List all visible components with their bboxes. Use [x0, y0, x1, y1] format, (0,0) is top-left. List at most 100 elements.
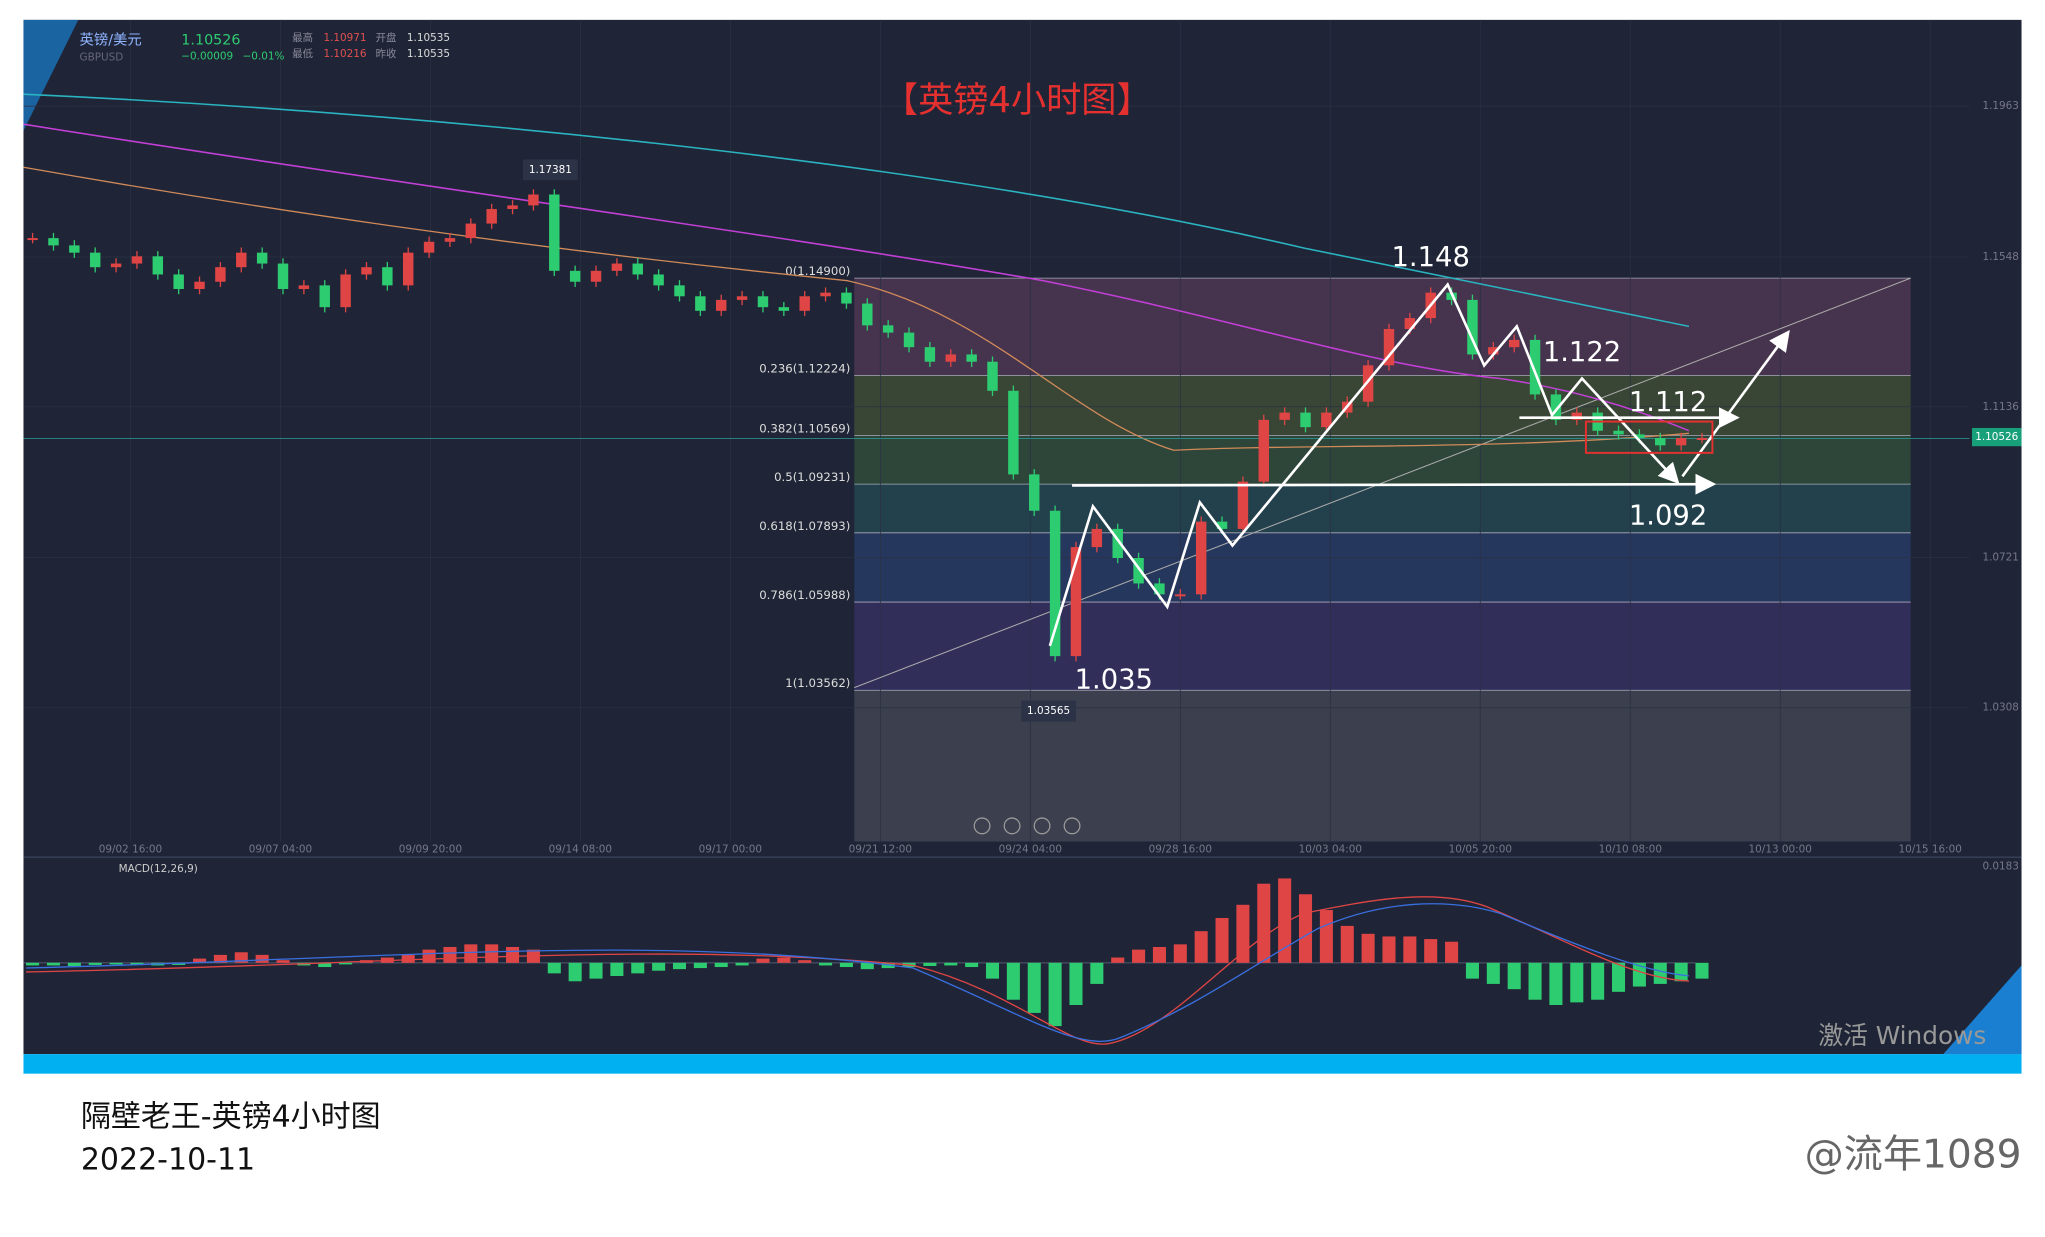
candle	[736, 296, 748, 300]
candle	[1112, 528, 1123, 558]
candle	[1029, 474, 1040, 511]
candle	[1195, 521, 1207, 595]
candle	[1508, 339, 1520, 348]
candle	[1133, 557, 1144, 584]
candle	[987, 361, 998, 391]
candle	[590, 270, 602, 282]
stat-label: 最低	[292, 47, 313, 60]
stat-value: 1.10216	[323, 48, 366, 60]
candle	[1655, 438, 1666, 446]
annotation: 1.092	[1629, 500, 1707, 531]
macd-bar	[1048, 962, 1062, 1027]
candle	[444, 238, 456, 242]
macd-bar	[944, 962, 958, 966]
candle	[110, 263, 122, 268]
candle	[256, 252, 268, 264]
marks	[26, 189, 1709, 1027]
macd-bar	[1069, 962, 1083, 1006]
rewind[interactable]	[1003, 817, 1021, 835]
fib-band	[854, 690, 1911, 842]
fib-label: 0.5(1.09231)	[774, 470, 850, 484]
candle	[1091, 528, 1103, 548]
candle	[382, 267, 393, 286]
price-change-pct: −0.01%	[243, 50, 285, 62]
macd-bar	[1403, 936, 1417, 963]
macd-bar	[67, 962, 81, 966]
price-tick-label: 1.1136	[1982, 401, 2018, 413]
candle	[674, 285, 685, 297]
macd-bar	[672, 962, 687, 970]
candle	[152, 256, 164, 275]
candle	[945, 354, 956, 362]
blue-bar	[23, 1054, 2022, 1074]
candle	[1488, 347, 1499, 355]
annotation: 1.122	[1543, 337, 1621, 368]
candle	[1216, 521, 1228, 529]
candle	[1300, 412, 1311, 428]
macd-bar	[1695, 962, 1709, 979]
macd-bar	[589, 962, 603, 979]
highlight-box	[1584, 420, 1714, 454]
moving-average	[23, 93, 1690, 328]
macd-bar	[1278, 878, 1292, 963]
candle	[423, 241, 435, 253]
macd-bar	[1591, 962, 1605, 1000]
price-label-box	[522, 159, 578, 181]
price-label: 1.03565	[1027, 705, 1070, 717]
price-tick-label: 1.0308	[1982, 702, 2018, 714]
candle	[882, 325, 894, 333]
macd-bar	[172, 962, 186, 965]
macd-bar	[923, 962, 937, 966]
zoom-out[interactable]	[973, 817, 991, 835]
candle	[820, 292, 831, 297]
macd-bar	[506, 946, 520, 963]
macd-line	[26, 896, 1689, 1045]
candle	[403, 252, 414, 286]
price-tick-label: 1.1963	[1982, 100, 2018, 112]
trend-line	[854, 277, 1911, 689]
macd-bar	[714, 962, 728, 968]
macd-bar	[464, 944, 478, 963]
macd-bar	[693, 962, 707, 969]
candle	[236, 252, 247, 268]
macd-bar	[1215, 917, 1229, 963]
macd-bar	[1194, 931, 1208, 963]
macd-bar	[1549, 962, 1563, 1006]
macd-bar	[1570, 962, 1584, 1003]
time-tick-label: 09/17 00:00	[699, 843, 762, 855]
time-tick-label: 09/28 16:00	[1149, 843, 1212, 855]
time-tick-label: 09/09 20:00	[399, 843, 462, 855]
macd-bar	[1632, 962, 1646, 987]
candle	[340, 274, 351, 308]
candle	[1237, 481, 1249, 529]
watermark: 激活 Windows	[1818, 1021, 1986, 1050]
candle	[569, 270, 581, 282]
fib-label: 1(1.03562)	[785, 676, 850, 690]
candle	[903, 332, 915, 348]
macd-bar	[1465, 962, 1479, 979]
zoom-in[interactable]	[1063, 817, 1081, 835]
macd-bar	[1173, 944, 1187, 963]
candle	[1279, 412, 1290, 420]
macd-bar	[1298, 894, 1313, 963]
candle	[1550, 394, 1562, 420]
macd-bar	[777, 957, 791, 963]
corner-decoration	[23, 19, 79, 131]
caption-date: 2022-10-11	[81, 1143, 255, 1178]
candle	[361, 267, 372, 275]
symbol-name[interactable]: 英镑/美元	[80, 31, 142, 49]
macd-bar	[1612, 962, 1626, 992]
price-label-box	[1021, 700, 1076, 722]
macd-bar	[965, 962, 979, 968]
fib-band	[854, 532, 1911, 603]
candle	[215, 267, 226, 282]
chart-title: 【英镑4小时图】	[883, 80, 1152, 121]
candle	[716, 299, 727, 311]
macd-bar	[652, 962, 666, 971]
macd-bar	[1382, 936, 1396, 963]
macd-bar	[568, 962, 582, 982]
macd-bar	[193, 958, 207, 963]
candle	[1008, 390, 1019, 475]
forward[interactable]	[1033, 817, 1051, 835]
